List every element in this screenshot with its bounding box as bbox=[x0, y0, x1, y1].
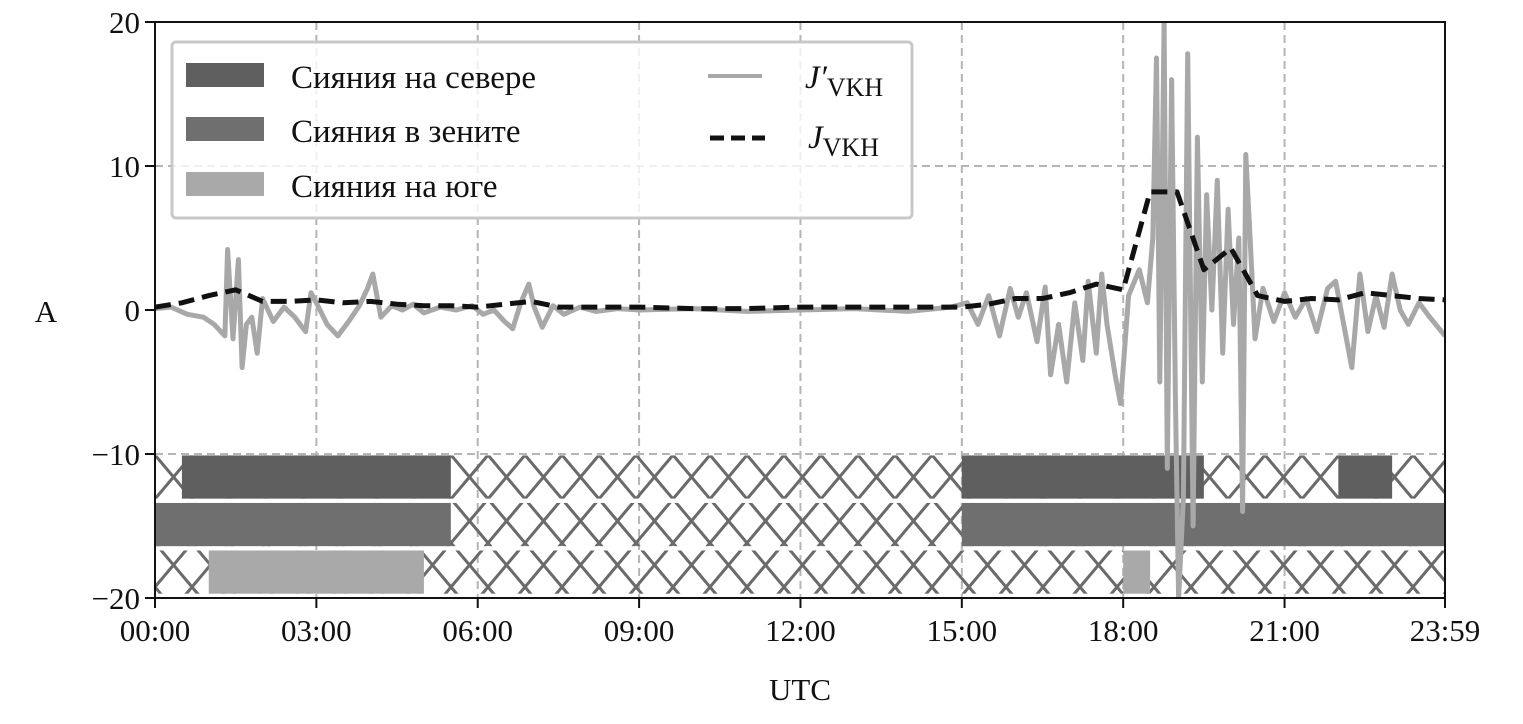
legend-swatch-zenith bbox=[186, 117, 264, 141]
x-tick-label: 09:00 bbox=[604, 613, 675, 648]
legend: Сияния на севере Сияния в зените Сияния … bbox=[170, 40, 914, 220]
y-axis-label: A bbox=[35, 294, 58, 329]
series-line-j-vkh bbox=[155, 189, 1445, 312]
axis-ticks: 00:00 03:00 06:00 09:00 12:00 15:00 18:00 21:00… bbox=[92, 5, 1481, 648]
aurora-interval-bar bbox=[1123, 550, 1151, 594]
legend-label-j: JVKH bbox=[808, 120, 879, 162]
aurora-interval-bar bbox=[961, 502, 1445, 547]
x-tick-label: 21:00 bbox=[1249, 613, 1320, 648]
aurora-interval-bar bbox=[155, 502, 451, 547]
legend-label-south: Сияния на юге bbox=[291, 169, 498, 205]
legend-label-jprime: J′VKH bbox=[805, 60, 883, 102]
y-tick-label: 10 bbox=[109, 149, 140, 184]
y-tick-label: −10 bbox=[92, 437, 140, 472]
aurora-bands bbox=[155, 455, 1445, 594]
x-tick-label: 15:00 bbox=[927, 613, 998, 648]
legend-swatch-south bbox=[186, 172, 264, 196]
y-tick-label: −20 bbox=[92, 581, 140, 616]
x-tick-label: 00:00 bbox=[120, 613, 191, 648]
x-tick-label: 03:00 bbox=[281, 613, 352, 648]
legend-swatch-north bbox=[186, 63, 264, 87]
x-tick-label: 12:00 bbox=[765, 613, 836, 648]
series-line-j-prime-vkh bbox=[155, 22, 1445, 598]
aurora-interval-bar bbox=[961, 455, 1204, 499]
series-lines bbox=[155, 22, 1445, 598]
legend-label-zenith: Сияния в зените bbox=[291, 114, 521, 150]
aurora-interval-bar bbox=[1338, 455, 1393, 499]
aurora-interval-bar bbox=[208, 550, 424, 594]
x-tick-label: 23:59 bbox=[1410, 613, 1481, 648]
x-tick-label: 06:00 bbox=[442, 613, 513, 648]
legend-box bbox=[170, 40, 914, 220]
aurora-interval-bar bbox=[181, 455, 451, 499]
y-tick-label: 20 bbox=[109, 5, 140, 40]
x-axis-label: UTC bbox=[769, 672, 831, 707]
y-tick-label: 0 bbox=[125, 293, 141, 328]
x-tick-label: 18:00 bbox=[1088, 613, 1159, 648]
legend-label-north: Сияния на севере bbox=[291, 60, 536, 96]
